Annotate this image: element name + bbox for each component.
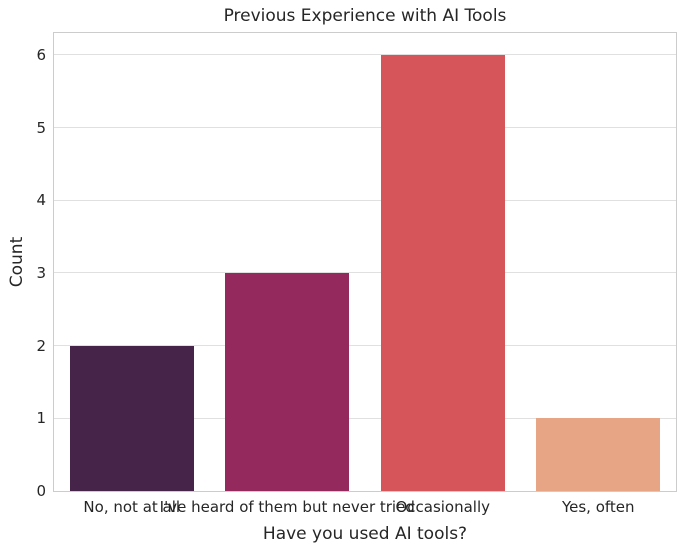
y-tick-label: 3 (36, 263, 46, 282)
chart-title: Previous Experience with AI Tools (223, 6, 507, 26)
plot-area (53, 32, 677, 492)
y-tick-label: 5 (36, 118, 46, 137)
x-tick-label: I've heard of them but never tried (159, 498, 415, 516)
bar (69, 345, 194, 491)
x-tick-label: Occasionally (395, 498, 491, 516)
bar (225, 272, 350, 491)
grid-line (54, 127, 676, 128)
y-tick-label: 4 (36, 191, 46, 210)
y-tick-label: 6 (36, 45, 46, 64)
grid-line (54, 345, 676, 347)
y-tick-label: 2 (36, 336, 46, 355)
grid-line (54, 417, 676, 419)
x-tick-label: Yes, often (561, 498, 635, 516)
y-tick-label: 0 (36, 482, 46, 500)
grid-line (54, 54, 676, 56)
x-axis-label: Have you used AI tools? (262, 524, 468, 544)
x-tick-label: No, not at all (83, 498, 181, 516)
y-tick-label: 1 (36, 409, 46, 428)
grid-line (54, 199, 676, 201)
grid-line (54, 272, 676, 274)
bar (380, 54, 505, 491)
bar (536, 418, 661, 491)
